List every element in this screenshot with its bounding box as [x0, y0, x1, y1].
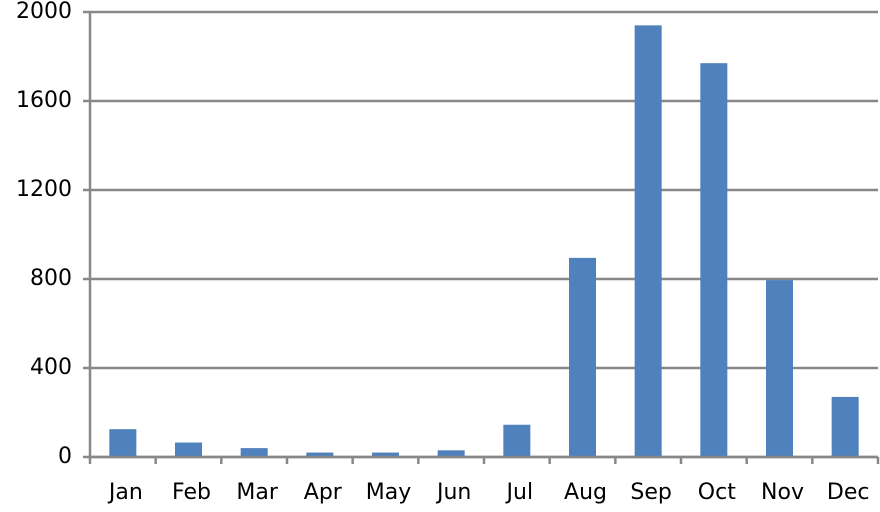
bar: [240, 448, 268, 457]
x-tick-label: Nov: [761, 480, 804, 505]
x-tick-label: Mar: [236, 480, 278, 505]
y-tick-label: 0: [58, 444, 72, 469]
x-tick-label: Feb: [172, 480, 211, 505]
x-tick-label: Jan: [107, 480, 143, 505]
y-tick-label: 1600: [16, 88, 72, 113]
bar: [569, 257, 596, 457]
bar: [372, 452, 399, 457]
y-tick-label: 1200: [16, 177, 72, 202]
x-tick-label: Oct: [698, 480, 736, 505]
bar: [503, 424, 531, 457]
bar: [175, 442, 202, 457]
x-tick-label: Jun: [435, 480, 471, 505]
bar: [766, 280, 793, 457]
x-tick-label: Aug: [564, 480, 607, 505]
y-tick-label: 800: [30, 266, 72, 291]
x-tick-label: May: [366, 480, 411, 505]
x-tick-label: Sep: [630, 480, 671, 505]
bar: [437, 450, 465, 457]
x-tick-label: Dec: [827, 480, 870, 505]
y-tick-label: 2000: [16, 0, 72, 24]
y-tick-label: 400: [30, 355, 72, 380]
bar: [831, 396, 859, 457]
x-tick-label: Jul: [505, 480, 534, 505]
bar: [109, 429, 137, 457]
bar: [634, 25, 662, 457]
bar: [306, 452, 334, 457]
bar: [700, 63, 728, 458]
x-tick-label: Apr: [304, 480, 343, 505]
